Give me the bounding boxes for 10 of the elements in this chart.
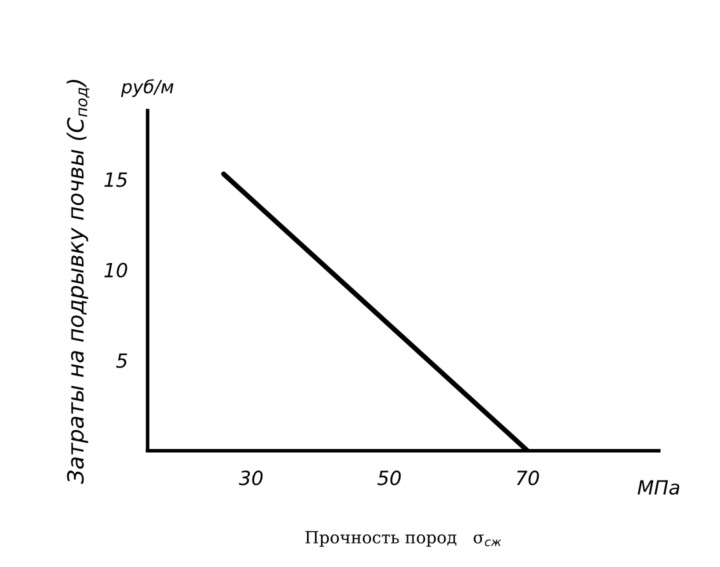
text: МПа (638, 480, 680, 495)
x-tick-label: 50 (377, 470, 401, 486)
y-tick-label: 5 (116, 353, 128, 368)
x-axis-title: Прочность пород σ$_{сж}$ (305, 531, 502, 547)
y-axis-title: Затраты на подрывку почвы (C$_{под}$) (66, 80, 90, 484)
x-tick-label: 30 (238, 470, 263, 486)
y-tick-label: 10 (104, 262, 128, 278)
x-tick-label: 70 (516, 470, 539, 486)
y-tick-label: 15 (104, 172, 128, 187)
text: руб/м (121, 79, 174, 97)
